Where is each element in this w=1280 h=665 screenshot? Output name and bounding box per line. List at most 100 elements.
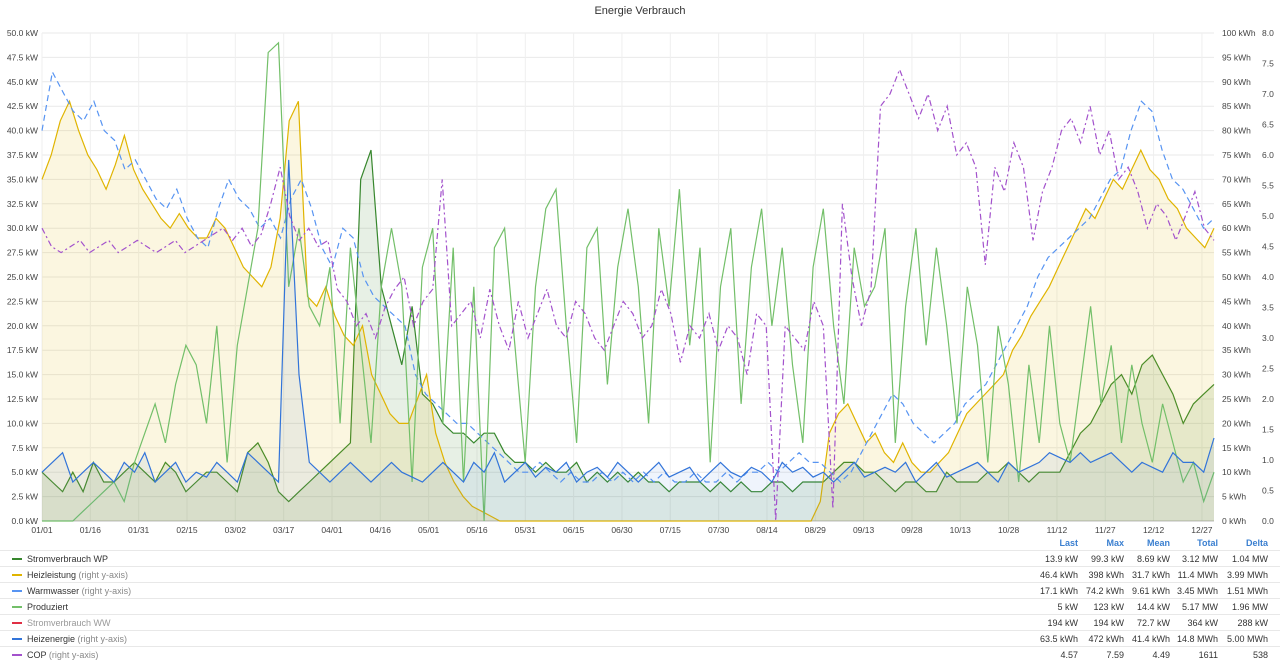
y-cop-tick-label: 6.5: [1262, 120, 1274, 130]
legend-label: Heizenergie: [27, 634, 76, 644]
legend-value: 398 kWh: [1088, 570, 1124, 580]
x-tick-label: 06/30: [611, 525, 633, 535]
x-tick-label: 08/14: [756, 525, 778, 535]
y-left-tick-label: 35.0 kW: [7, 174, 38, 184]
legend-value: 5.00 MWh: [1226, 634, 1268, 644]
legend-swatch: [12, 590, 22, 592]
legend-series-name[interactable]: Stromverbrauch WP: [27, 554, 108, 564]
x-tick-label: 05/31: [515, 525, 537, 535]
y-right-tick-label: 25 kWh: [1222, 394, 1251, 404]
legend-value: 9.61 kWh: [1131, 586, 1170, 596]
legend-col-max[interactable]: Max: [1106, 538, 1124, 548]
legend-value: 538: [1252, 650, 1268, 660]
legend-value: 4.57: [1060, 650, 1078, 660]
y-right-tick-label: 50 kWh: [1222, 272, 1251, 282]
x-tick-label: 02/15: [176, 525, 198, 535]
x-tick-label: 01/16: [80, 525, 102, 535]
legend-value: 4.49: [1152, 650, 1170, 660]
y-cop-tick-label: 4.0: [1262, 272, 1274, 282]
legend-value: 63.5 kWh: [1039, 634, 1078, 644]
y-cop-tick-label: 1.5: [1262, 425, 1274, 435]
chart-title: Energie Verbrauch: [594, 5, 686, 17]
legend-value: 72.7 kW: [1136, 618, 1170, 628]
series-cop: [41, 67, 1215, 522]
y-right-tick-label: 45 kWh: [1222, 296, 1251, 306]
y-right-tick-label: 20 kWh: [1222, 418, 1251, 428]
y-right-tick-label: 35 kWh: [1222, 345, 1251, 355]
legend-col-mean[interactable]: Mean: [1146, 538, 1170, 548]
legend-row[interactable]: Stromverbrauch WW 194 kW 194 kW 72.7 kW 364 …: [0, 614, 1280, 631]
legend-series-name[interactable]: COP (right y-axis): [27, 650, 98, 660]
y-left-tick-label: 32.5 kW: [7, 199, 38, 209]
y-axis-right-cop: 0.0 0.5 1.0 1.5 2.0 2.5 3.0 3.5 4.0 4.5 5.0 5.5 6.0 6…: [1262, 28, 1274, 526]
legend-row[interactable]: Heizleistung (right y-axis) 46.4 kWh 398 k…: [0, 566, 1280, 583]
chart-plot[interactable]: 0.0 kW 2.5 kW 5.0 kW 7.5 kW 10.0 kW 12.5 kW 15…: [0, 0, 1280, 538]
legend-axis-note: (right y-axis): [75, 634, 128, 644]
legend-value: 3.45 MWh: [1176, 586, 1218, 596]
legend-label: Stromverbrauch WP: [27, 554, 109, 564]
legend-value: 364 kW: [1187, 618, 1218, 628]
y-left-tick-label: 30.0 kW: [7, 223, 38, 233]
y-right-tick-label: 70 kWh: [1222, 174, 1251, 184]
legend-swatch: [12, 638, 22, 640]
legend-axis-note: (right y-axis): [46, 650, 99, 660]
legend-row[interactable]: Warmwasser (right y-axis) 17.1 kWh 74.2 kW…: [0, 582, 1280, 599]
legend-row[interactable]: COP (right y-axis) 4.57 7.59 4.49 1611 538: [0, 646, 1280, 663]
legend-series-name[interactable]: Produziert: [27, 602, 68, 612]
legend-row[interactable]: Produziert 5 kW 123 kW 14.4 kW 5.17 MW 1.96 M…: [0, 598, 1280, 615]
legend-value: 14.4 kW: [1136, 602, 1170, 612]
x-tick-label: 12/12: [1143, 525, 1165, 535]
legend-row[interactable]: Heizenergie (right y-axis) 63.5 kWh 472 kW…: [0, 630, 1280, 647]
y-right-tick-label: 55 kWh: [1222, 248, 1251, 258]
legend-series-name[interactable]: Heizenergie (right y-axis): [27, 634, 127, 644]
series-heizleistung: [41, 99, 1215, 522]
series-warmwasser: [41, 70, 1215, 483]
y-left-tick-label: 20.0 kW: [7, 321, 38, 331]
x-tick-label: 05/16: [466, 525, 488, 535]
x-tick-label: 12/27: [1191, 525, 1213, 535]
series-area: [42, 101, 1214, 522]
legend-label: Heizleistung: [27, 570, 77, 580]
legend-value: 41.4 kWh: [1131, 634, 1170, 644]
legend-col-total[interactable]: Total: [1197, 538, 1218, 548]
legend-axis-note: (right y-axis): [76, 570, 129, 580]
legend-series-name[interactable]: Heizleistung (right y-axis): [27, 570, 128, 580]
legend-label: COP: [27, 650, 47, 660]
x-tick-label: 04/01: [321, 525, 343, 535]
legend-col-delta[interactable]: Delta: [1245, 538, 1268, 548]
series-produziert: [42, 41, 1215, 522]
legend-swatch: [12, 574, 22, 576]
y-cop-tick-label: 8.0: [1262, 28, 1274, 38]
y-axis-right-energy: 0 kWh 5 kWh 10 kWh 15 kWh 20 kWh 25 kWh 30 kWh…: [1222, 28, 1256, 526]
y-right-tick-label: 95 kWh: [1222, 52, 1251, 62]
legend-series-name[interactable]: Stromverbrauch WW: [27, 618, 111, 628]
legend-series-name[interactable]: Warmwasser (right y-axis): [27, 586, 131, 596]
x-axis: 01/01 01/16 01/31 02/15 03/02 03/17 04/01 04/16…: [31, 525, 1212, 535]
legend-value: 1.96 MW: [1231, 602, 1268, 612]
y-cop-tick-label: 2.5: [1262, 364, 1274, 374]
y-left-tick-label: 7.5 kW: [12, 443, 38, 453]
y-right-tick-label: 30 kWh: [1222, 370, 1251, 380]
y-left-tick-label: 22.5 kW: [7, 296, 38, 306]
legend-value: 99.3 kW: [1090, 554, 1124, 564]
y-cop-tick-label: 7.0: [1262, 89, 1274, 99]
legend-value: 3.99 MWh: [1226, 570, 1268, 580]
legend-value: 288 kW: [1237, 618, 1268, 628]
y-left-tick-label: 42.5 kW: [7, 101, 38, 111]
legend-value: 74.2 kWh: [1085, 586, 1124, 596]
series-area: [42, 159, 1214, 521]
legend-row[interactable]: Stromverbrauch WP 13.9 kW 99.3 kW 8.69 kW 3.…: [0, 550, 1280, 567]
legend-value: 8.69 kW: [1136, 554, 1170, 564]
legend-value: 1.51 MWh: [1226, 586, 1268, 596]
y-right-tick-label: 60 kWh: [1222, 223, 1251, 233]
x-tick-label: 08/29: [805, 525, 827, 535]
legend-value: 7.59: [1106, 650, 1124, 660]
y-left-tick-label: 10.0 kW: [7, 418, 38, 428]
legend-col-last[interactable]: Last: [1059, 538, 1078, 548]
legend-axis-note: (right y-axis): [79, 586, 132, 596]
y-right-tick-label: 65 kWh: [1222, 199, 1251, 209]
y-right-tick-label: 75 kWh: [1222, 150, 1251, 160]
x-tick-label: 07/30: [708, 525, 730, 535]
x-tick-label: 10/28: [998, 525, 1020, 535]
y-right-tick-label: 100 kWh: [1222, 28, 1256, 38]
